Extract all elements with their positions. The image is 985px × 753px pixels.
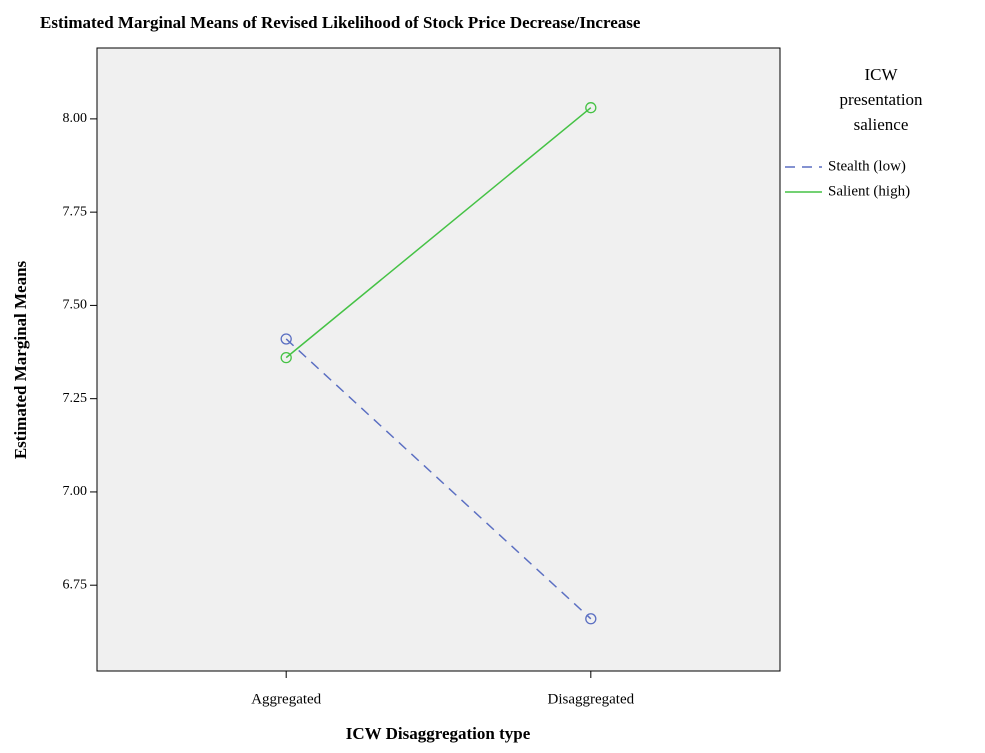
series-line [285,107,592,359]
y-tick-label: 8.00 [63,111,88,126]
legend-label: Stealth (low) [828,158,906,174]
y-tick-label: 7.00 [63,484,88,499]
plot-area [96,47,781,672]
chart-title: Estimated Marginal Means of Revised Like… [40,13,641,32]
y-tick-label: 7.75 [63,204,88,219]
point-marker [585,613,597,625]
x-axis-label: ICW Disaggregation type [346,724,531,743]
y-axis-label: Estimated Marginal Means [11,260,30,459]
y-tick-label: 7.50 [63,298,88,313]
x-tick-label: Disaggregated [547,691,634,707]
point-marker [280,351,292,364]
point-marker [585,102,597,114]
point-marker [280,333,292,345]
series-line [285,338,592,620]
legend-title: ICW presentation salience [839,65,923,134]
x-tick-label: Aggregated [251,691,321,707]
y-tick-label: 7.25 [63,391,88,406]
legend-label: Salient (high) [828,183,910,199]
y-tick-label: 6.75 [63,577,88,592]
